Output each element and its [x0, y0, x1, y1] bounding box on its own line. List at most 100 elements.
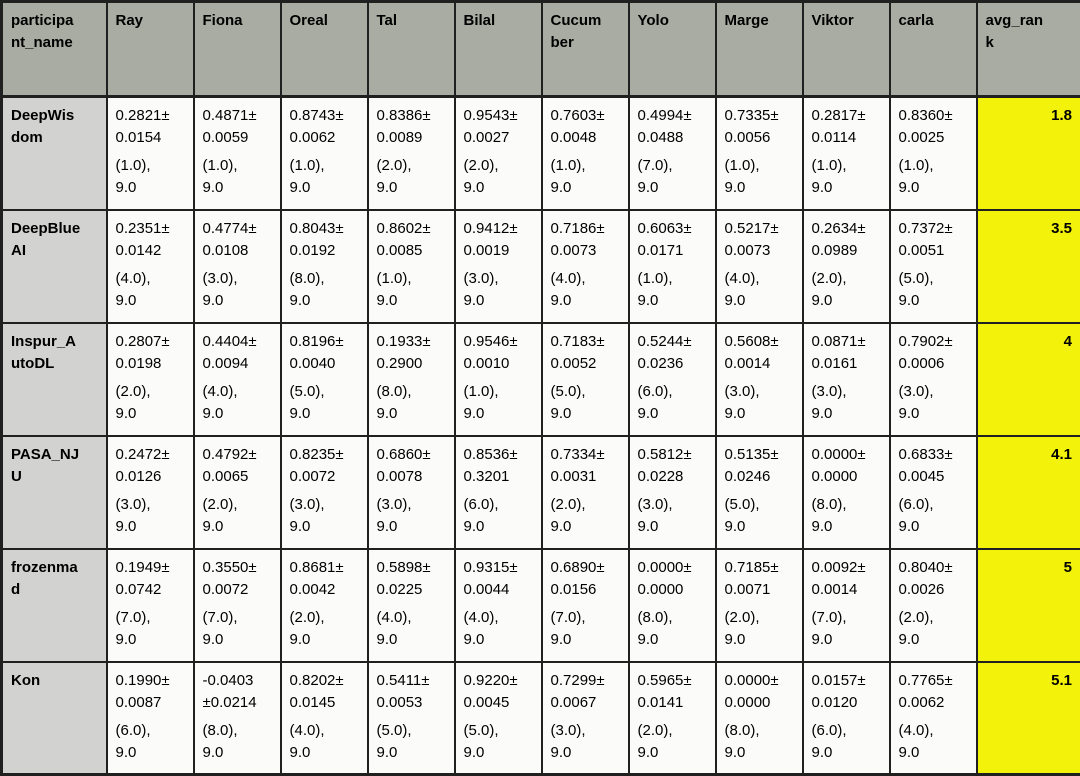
rank-value: (3.0), 9.0 — [203, 268, 272, 312]
avg-rank-cell: 5.1 — [977, 662, 1080, 775]
score-value: 0.8040± 0.0026 — [899, 557, 968, 601]
rank-value: (8.0), 9.0 — [203, 720, 272, 764]
participant-name-cell: frozenma d — [2, 549, 107, 662]
score-cell: 0.7185± 0.0071(2.0), 9.0 — [716, 549, 803, 662]
column-header-carla: carla — [890, 2, 977, 97]
score-cell: 0.6890± 0.0156(7.0), 9.0 — [542, 549, 629, 662]
score-cell: 0.4774± 0.0108 (3.0), 9.0 — [194, 210, 281, 323]
score-value: 0.9412± 0.0019 — [464, 218, 533, 262]
score-value: 0.4994± 0.0488 — [638, 105, 707, 149]
score-value: 0.8360± 0.0025 — [899, 105, 968, 149]
score-cell: 0.2817± 0.0114(1.0), 9.0 — [803, 97, 890, 210]
column-header-cucumber: Cucum ber — [542, 2, 629, 97]
rank-value: (5.0), 9.0 — [725, 494, 794, 538]
rank-value: (3.0), 9.0 — [812, 381, 881, 425]
score-value: 0.6063± 0.0171 — [638, 218, 707, 262]
rank-value: (8.0), 9.0 — [725, 720, 794, 764]
score-value: 0.7372± 0.0051 — [899, 218, 968, 262]
rank-value: (8.0), 9.0 — [290, 268, 359, 312]
score-cell: 0.8386± 0.0089 (2.0), 9.0 — [368, 97, 455, 210]
score-value: 0.9543± 0.0027 — [464, 105, 533, 149]
score-value: 0.8536± 0.3201 — [464, 444, 533, 488]
rank-value: (2.0), 9.0 — [377, 155, 446, 199]
score-cell: 0.7372± 0.0051 (5.0), 9.0 — [890, 210, 977, 323]
score-value: 0.0000± 0.0000 — [725, 670, 794, 714]
score-cell: 0.9315± 0.0044(4.0), 9.0 — [455, 549, 542, 662]
score-value: 0.7603± 0.0048 — [551, 105, 620, 149]
score-cell: 0.9543± 0.0027(2.0), 9.0 — [455, 97, 542, 210]
rank-value: (3.0), 9.0 — [116, 494, 185, 538]
score-value: 0.7765± 0.0062 — [899, 670, 968, 714]
rank-value: (4.0), 9.0 — [725, 268, 794, 312]
column-header-viktor: Viktor — [803, 2, 890, 97]
participant-name-cell: DeepWis dom — [2, 97, 107, 210]
participant-name-cell: PASA_NJ U — [2, 436, 107, 549]
column-header-bilal: Bilal — [455, 2, 542, 97]
score-cell: 0.8196± 0.0040(5.0), 9.0 — [281, 323, 368, 436]
score-cell: 0.3550± 0.0072(7.0), 9.0 — [194, 549, 281, 662]
column-header-ray: Ray — [107, 2, 194, 97]
score-cell: 0.8235± 0.0072 (3.0), 9.0 — [281, 436, 368, 549]
score-value: 0.8202± 0.0145 — [290, 670, 359, 714]
rank-value: (3.0), 9.0 — [464, 268, 533, 312]
table-header: participa nt_name Ray Fiona Oreal Tal Bi… — [2, 2, 1080, 97]
rank-value: (4.0), 9.0 — [290, 720, 359, 764]
rank-value: (8.0), 9.0 — [638, 607, 707, 651]
column-header-participant-name: participa nt_name — [2, 2, 107, 97]
rank-value: (7.0), 9.0 — [116, 607, 185, 651]
avg-rank-cell: 3.5 — [977, 210, 1080, 323]
rank-value: (4.0), 9.0 — [116, 268, 185, 312]
score-value: -0.0403 ±0.0214 — [203, 670, 272, 714]
score-value: 0.3550± 0.0072 — [203, 557, 272, 601]
score-value: 0.8235± 0.0072 — [290, 444, 359, 488]
score-value: 0.5217± 0.0073 — [725, 218, 794, 262]
rank-value: (2.0), 9.0 — [638, 720, 707, 764]
score-cell: 0.0000± 0.0000(8.0), 9.0 — [803, 436, 890, 549]
column-header-fiona: Fiona — [194, 2, 281, 97]
score-cell: 0.1990± 0.0087(6.0), 9.0 — [107, 662, 194, 775]
score-value: 0.2807± 0.0198 — [116, 331, 185, 375]
score-value: 0.1990± 0.0087 — [116, 670, 185, 714]
score-cell: 0.7299± 0.0067(3.0), 9.0 — [542, 662, 629, 775]
score-cell: 0.8043± 0.0192(8.0), 9.0 — [281, 210, 368, 323]
score-cell: 0.8602± 0.0085(1.0), 9.0 — [368, 210, 455, 323]
score-value: 0.1933± 0.2900 — [377, 331, 446, 375]
rank-value: (4.0), 9.0 — [551, 268, 620, 312]
rank-value: (5.0), 9.0 — [899, 268, 968, 312]
score-cell: 0.8202± 0.0145 (4.0), 9.0 — [281, 662, 368, 775]
rank-value: (3.0), 9.0 — [290, 494, 359, 538]
score-value: 0.2351± 0.0142 — [116, 218, 185, 262]
score-value: 0.4774± 0.0108 — [203, 218, 272, 262]
score-value: 0.8386± 0.0089 — [377, 105, 446, 149]
score-cell: 0.7183± 0.0052(5.0), 9.0 — [542, 323, 629, 436]
column-header-marge: Marge — [716, 2, 803, 97]
score-cell: 0.0871± 0.0161(3.0), 9.0 — [803, 323, 890, 436]
score-value: 0.6890± 0.0156 — [551, 557, 620, 601]
score-cell: 0.0092± 0.0014(7.0), 9.0 — [803, 549, 890, 662]
rank-value: (5.0), 9.0 — [290, 381, 359, 425]
score-value: 0.7335± 0.0056 — [725, 105, 794, 149]
rank-value: (1.0), 9.0 — [725, 155, 794, 199]
score-cell: 0.5965± 0.0141(2.0), 9.0 — [629, 662, 716, 775]
score-cell: 0.5411± 0.0053(5.0), 9.0 — [368, 662, 455, 775]
rank-value: (1.0), 9.0 — [290, 155, 359, 199]
score-value: 0.9220± 0.0045 — [464, 670, 533, 714]
rank-value: (1.0), 9.0 — [551, 155, 620, 199]
score-value: 0.8681± 0.0042 — [290, 557, 359, 601]
score-value: 0.0157± 0.0120 — [812, 670, 881, 714]
score-value: 0.4792± 0.0065 — [203, 444, 272, 488]
rank-value: (2.0), 9.0 — [812, 268, 881, 312]
score-cell: -0.0403 ±0.0214 (8.0), 9.0 — [194, 662, 281, 775]
score-cell: 0.8743± 0.0062(1.0), 9.0 — [281, 97, 368, 210]
score-value: 0.2817± 0.0114 — [812, 105, 881, 149]
rank-value: (6.0), 9.0 — [638, 381, 707, 425]
score-cell: 0.2351± 0.0142 (4.0), 9.0 — [107, 210, 194, 323]
participant-name-cell: Inspur_A utoDL — [2, 323, 107, 436]
score-cell: 0.2472± 0.0126(3.0), 9.0 — [107, 436, 194, 549]
rank-value: (1.0), 9.0 — [116, 155, 185, 199]
score-value: 0.8602± 0.0085 — [377, 218, 446, 262]
